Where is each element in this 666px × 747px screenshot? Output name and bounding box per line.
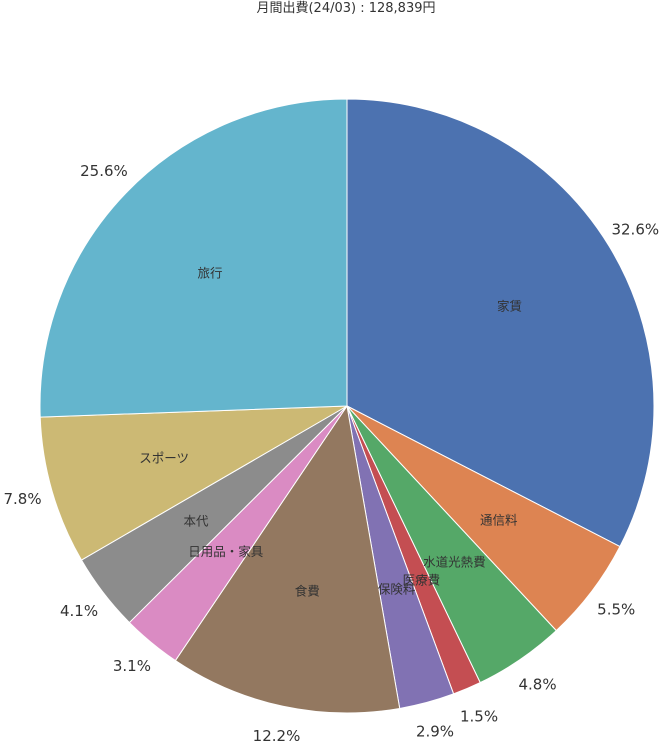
slice-category-label: 医療費 [403,573,441,588]
slice-category-label: スポーツ [139,450,189,465]
pie-slice [346,98,655,548]
slice-percent-label: 7.8% [3,490,41,508]
slice-percent-label: 2.9% [416,723,454,741]
slice-category-label: 旅行 [197,265,222,280]
slice-category-label: 家賃 [497,298,522,313]
slice-percent-label: 32.6% [611,221,659,239]
pie-slice [39,98,348,418]
slice-percent-label: 12.2% [253,727,301,745]
pie-slices [39,98,655,714]
slice-percent-label: 25.6% [80,162,128,180]
slice-category-label: 食費 [295,584,320,599]
pie-slice [174,404,401,714]
slice-category-label: 通信料 [480,512,518,527]
chart-title: 月間出費(24/03) : 128,839円 [256,1,435,16]
slice-percent-label: 3.1% [113,657,151,675]
slice-category-label: 保険料 [378,581,416,596]
percent-labels: 32.6% 5.5% 4.8% 1.5% 2.9% 12.2% 3.1% 4.1% 7.8% 25… [3,162,659,745]
slice-percent-label: 4.8% [518,675,556,693]
slice-percent-label: 4.1% [60,602,98,620]
slice-category-label: 日用品・家具 [188,544,264,559]
slice-category-label: 本代 [183,513,209,528]
slice-percent-label: 1.5% [460,707,498,725]
slice-category-label: 水道光熱費 [423,555,486,570]
pie-slice [39,405,348,561]
slice-percent-label: 5.5% [597,600,635,618]
